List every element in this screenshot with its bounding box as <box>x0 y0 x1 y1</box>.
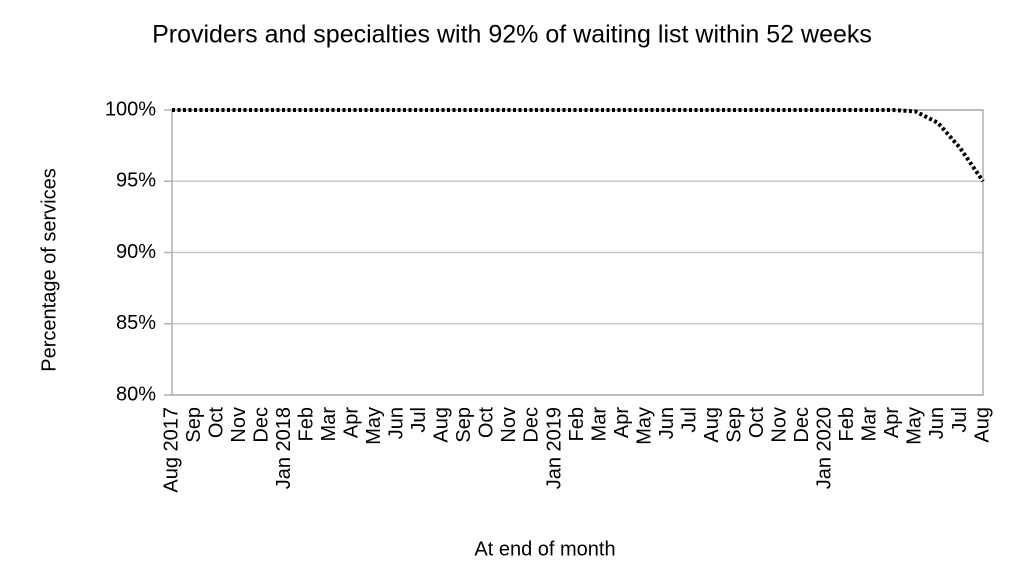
chart-title: Providers and specialties with 92% of wa… <box>152 21 872 49</box>
y-tick-label: 100% <box>105 98 156 120</box>
y-tick-label: 95% <box>116 170 156 192</box>
y-tick-label: 90% <box>116 241 156 263</box>
y-tick-label: 80% <box>116 383 156 405</box>
x-tick-label: Aug <box>431 407 453 443</box>
x-tick-label: Jun <box>926 407 948 439</box>
x-tick-label: Jun <box>656 407 678 439</box>
x-tick-label: Oct <box>476 407 498 439</box>
x-tick-label: Jan 2020 <box>814 407 836 489</box>
x-tick-label: Feb <box>295 407 317 441</box>
x-tick-label: Oct <box>205 407 227 439</box>
data-line <box>172 108 985 183</box>
x-tick-label: Feb <box>566 407 588 441</box>
x-tick-label: May <box>904 407 926 445</box>
x-tick-label: Apr <box>341 407 363 438</box>
x-tick-label: Dec <box>791 407 813 443</box>
x-tick-label: Oct <box>746 407 768 439</box>
x-tick-label: Aug 2017 <box>160 407 182 493</box>
x-tick-label: Feb <box>836 407 858 441</box>
x-tick-label: Apr <box>881 407 903 438</box>
x-tick-label: Aug <box>701 407 723 443</box>
x-tick-label: Jul <box>678 407 700 433</box>
x-tick-label: Nov <box>228 407 250 443</box>
x-tick-label: May <box>363 407 385 445</box>
x-tick-label: May <box>633 407 655 445</box>
x-tick-label: Mar <box>588 407 610 442</box>
x-tick-label: Jul <box>408 407 430 433</box>
x-tick-label: Mar <box>318 407 340 442</box>
y-tick-label: 85% <box>116 312 156 334</box>
plot-border <box>171 109 984 396</box>
x-tick-label: Nov <box>769 407 791 443</box>
x-tick-label: Jun <box>386 407 408 439</box>
x-tick-label: Jan 2018 <box>273 407 295 489</box>
x-tick-label: Dec <box>521 407 543 443</box>
x-axis-label: At end of month <box>474 538 615 560</box>
x-tick-label: Apr <box>611 407 633 438</box>
x-tick-label: Aug <box>971 407 993 443</box>
x-tick-label: Jul <box>949 407 971 433</box>
y-axis-label: Percentage of services <box>38 168 60 371</box>
x-tick-label: Mar <box>859 407 881 442</box>
x-tick-label: Nov <box>498 407 520 443</box>
x-tick-label: Jan 2019 <box>543 407 565 489</box>
x-tick-label: Dec <box>250 407 272 443</box>
x-tick-label: Sep <box>723 407 745 443</box>
x-tick-label: Sep <box>183 407 205 443</box>
x-tick-label: Sep <box>453 407 475 443</box>
